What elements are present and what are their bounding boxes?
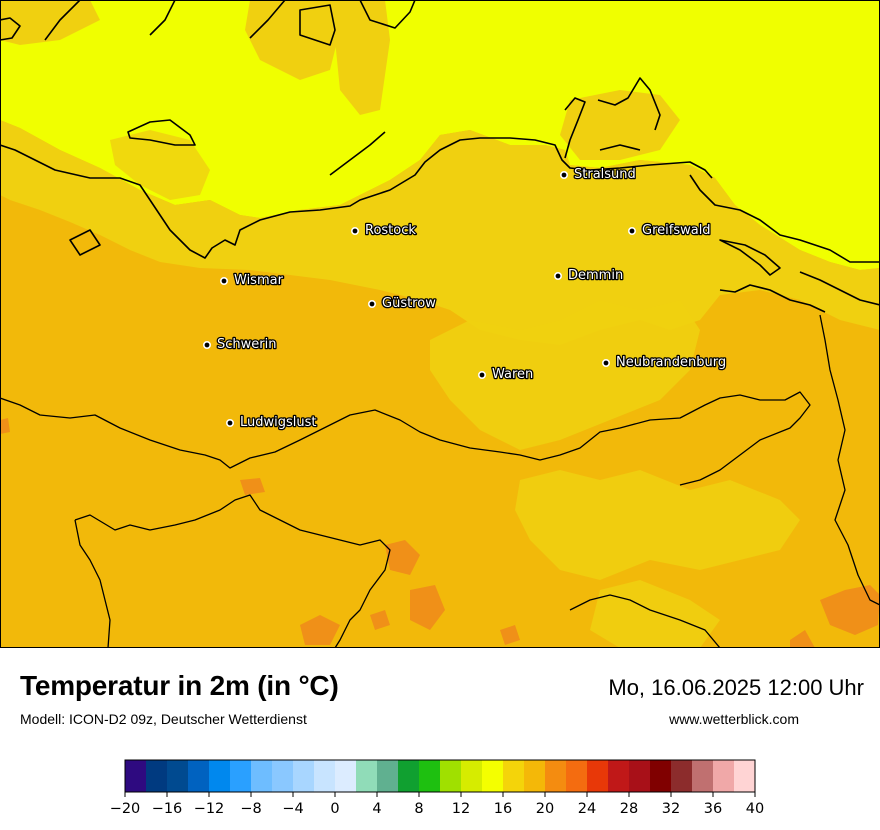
city-dot bbox=[350, 227, 359, 236]
city-label: Schwerin bbox=[217, 337, 276, 352]
mild-patch bbox=[515, 470, 800, 580]
colorbar-tick-label: −12 bbox=[194, 801, 225, 817]
mild-patch bbox=[430, 300, 700, 450]
coastal-patch bbox=[560, 90, 680, 160]
map-footer: Temperatur in 2m (in °C) Modell: ICON-D2… bbox=[0, 648, 880, 830]
colorbar-swatch bbox=[713, 760, 735, 792]
city-dot bbox=[553, 271, 562, 280]
city-rostock[interactable]: Rostock bbox=[350, 222, 418, 239]
colorbar-tick-label: 4 bbox=[372, 801, 381, 817]
city-dot bbox=[226, 418, 235, 427]
colorbar-swatch bbox=[398, 760, 420, 792]
colorbar-swatch bbox=[188, 760, 210, 792]
colorbar-tick-label: 36 bbox=[704, 801, 722, 817]
colorbar-tick-label: 8 bbox=[414, 801, 423, 817]
city-greifswald[interactable]: Greifswald bbox=[627, 222, 712, 239]
coastal-patch bbox=[330, 0, 390, 115]
city-dot bbox=[559, 171, 568, 180]
hot-spots bbox=[0, 418, 880, 648]
colorbar-swatch bbox=[545, 760, 567, 792]
colorbar-swatch bbox=[419, 760, 441, 792]
colorbar-tick-label: 20 bbox=[536, 801, 554, 817]
city-dot bbox=[367, 299, 376, 308]
temperature-colorbar: −20 −16 −12 −8 −4 0 4 8 12 16 20 24 28 32 36 40 bbox=[110, 759, 764, 817]
city-dot bbox=[601, 358, 610, 367]
colorbar-swatch bbox=[293, 760, 315, 792]
colorbar-swatch bbox=[671, 760, 693, 792]
colorbar-tick-label: 32 bbox=[662, 801, 680, 817]
forecast-datetime: Mo, 16.06.2025 12:00 Uhr bbox=[608, 675, 864, 700]
coastal-patch bbox=[0, 0, 100, 45]
city-waren[interactable]: Waren bbox=[477, 366, 535, 383]
colorbar-frame bbox=[124, 759, 756, 793]
colorbar-swatch bbox=[608, 760, 630, 792]
colorbar-tick-label: 0 bbox=[330, 801, 339, 817]
city-label: Ludwigslust bbox=[240, 415, 317, 430]
colorbar-swatch bbox=[503, 760, 525, 792]
colorbar-swatch bbox=[461, 760, 483, 792]
city-label: Stralsund bbox=[574, 167, 636, 182]
city-demmin[interactable]: Demmin bbox=[553, 267, 624, 284]
colorbar-swatch bbox=[272, 760, 294, 792]
colorbar-tick-label: −4 bbox=[282, 801, 303, 817]
colorbar-swatch bbox=[356, 760, 378, 792]
city-wismar[interactable]: Wismar bbox=[220, 272, 285, 289]
colorbar-tick-label: −8 bbox=[240, 801, 261, 817]
colorbar-swatch bbox=[314, 760, 336, 792]
city-neubrandenburg[interactable]: Neubrandenburg bbox=[601, 354, 727, 371]
mild-patch bbox=[110, 130, 210, 200]
city-markers: Stralsund Rostock Greifswald Wismar Demm… bbox=[203, 166, 727, 431]
city-label: Neubrandenburg bbox=[616, 355, 726, 370]
map-title: Temperatur in 2m (in °C) bbox=[20, 670, 339, 701]
colorbar-tick-label: 24 bbox=[578, 801, 596, 817]
city-dot bbox=[220, 276, 229, 285]
city-label: Rostock bbox=[365, 223, 416, 238]
colorbar-swatch bbox=[440, 760, 462, 792]
colorbar-tick-label: 28 bbox=[620, 801, 638, 817]
colorbar-swatch bbox=[125, 760, 147, 792]
colorbar-swatch bbox=[230, 760, 252, 792]
mild-patch bbox=[590, 580, 720, 648]
city-stralsund[interactable]: Stralsund bbox=[559, 166, 637, 183]
colorbar-swatch bbox=[692, 760, 714, 792]
city-label: Demmin bbox=[568, 268, 623, 283]
colorbar-swatch bbox=[251, 760, 273, 792]
temperature-map: Stralsund Rostock Greifswald Wismar Demm… bbox=[0, 0, 880, 648]
colorbar-swatch bbox=[209, 760, 231, 792]
colorbar-tick-label: 40 bbox=[746, 801, 764, 817]
city-guestrow[interactable]: Güstrow bbox=[367, 295, 437, 312]
coastline bbox=[0, 0, 880, 313]
colorbar-swatch bbox=[146, 760, 168, 792]
colorbar-swatch bbox=[377, 760, 399, 792]
colorbar-swatch bbox=[167, 760, 189, 792]
city-label: Güstrow bbox=[382, 296, 436, 311]
mild-zone bbox=[0, 120, 880, 345]
city-label: Greifswald bbox=[642, 223, 711, 238]
colorbar-swatch bbox=[335, 760, 357, 792]
city-dot bbox=[203, 340, 212, 349]
city-dot bbox=[477, 370, 486, 379]
state-borders bbox=[0, 314, 880, 648]
city-ludwigslust[interactable]: Ludwigslust bbox=[226, 414, 318, 431]
colorbar-tick-label: −20 bbox=[110, 801, 141, 817]
colorbar-swatch bbox=[734, 760, 756, 792]
colorbar-swatch bbox=[629, 760, 651, 792]
colorbar-tick-label: 16 bbox=[494, 801, 512, 817]
colorbar-swatch bbox=[524, 760, 546, 792]
colorbar-swatch bbox=[566, 760, 588, 792]
city-label: Wismar bbox=[234, 273, 284, 288]
city-dot bbox=[627, 227, 636, 236]
colorbar-tick-label: −16 bbox=[152, 801, 183, 817]
website-link[interactable]: www.wetterblick.com bbox=[669, 711, 799, 727]
colorbar-swatch bbox=[650, 760, 672, 792]
colorbar-swatch bbox=[482, 760, 504, 792]
colorbar-tick-label: 12 bbox=[452, 801, 470, 817]
colorbar-swatch bbox=[587, 760, 609, 792]
city-label: Waren bbox=[492, 367, 533, 382]
model-source: Modell: ICON-D2 09z, Deutscher Wetterdie… bbox=[20, 711, 307, 727]
city-schwerin[interactable]: Schwerin bbox=[203, 336, 278, 353]
